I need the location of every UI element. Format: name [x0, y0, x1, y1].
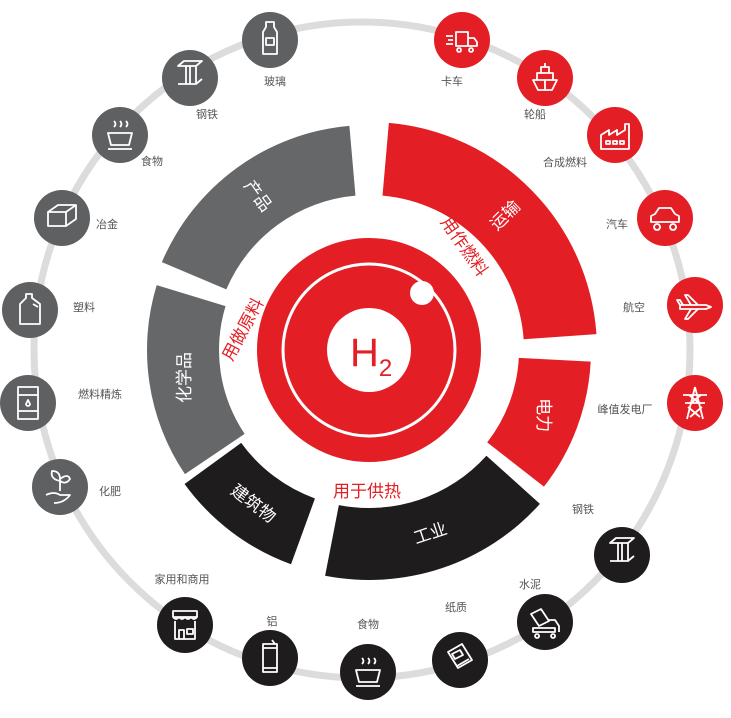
node-label: 冶金 — [96, 217, 118, 231]
segment-products — [161, 125, 356, 290]
plant-hand-icon — [45, 470, 71, 504]
node-cement-mixer: 水泥 — [517, 578, 573, 650]
plastic-jug-icon — [19, 293, 41, 325]
node-can: 铝 — [242, 614, 298, 686]
node-circle — [587, 107, 643, 163]
node-plant-hand: 化肥 — [32, 459, 121, 515]
food-bowl-icon — [355, 657, 381, 687]
node-label: 航空 — [623, 300, 645, 314]
oil-barrel-icon — [17, 386, 39, 420]
store-icon — [172, 610, 198, 640]
brick-icon — [47, 204, 77, 227]
segment-power — [487, 357, 591, 487]
node-label: 轮船 — [524, 107, 546, 121]
node-label: 水泥 — [519, 578, 541, 591]
node-oil-barrel: 燃料精炼 — [0, 375, 122, 431]
node-label: 合成燃料 — [543, 155, 587, 169]
node-plastic-jug: 塑料 — [2, 282, 95, 338]
factory-icon — [600, 123, 630, 150]
node-power-tower: 峰值发电厂 — [598, 375, 723, 431]
segment-industry — [325, 455, 540, 580]
node-label: 汽车 — [606, 217, 628, 231]
segment-chemicals-label: 化学品 — [175, 352, 195, 403]
hydrogen-core: H2 — [257, 238, 481, 462]
node-food-bowl: 食物 — [92, 107, 163, 168]
node-label: 化肥 — [99, 484, 121, 498]
electron-dot — [410, 281, 434, 305]
node-newspaper: 纸质 — [432, 601, 488, 688]
node-circle — [34, 190, 90, 246]
steel-beam-icon — [609, 537, 635, 562]
node-airplane: 航空 — [623, 277, 723, 333]
node-label: 钢铁 — [572, 503, 594, 516]
node-circle — [340, 644, 396, 700]
node-truck: 卡车 — [434, 12, 490, 88]
node-circle — [242, 12, 298, 68]
node-circle — [242, 630, 298, 686]
airplane-icon — [676, 294, 712, 320]
segment-power-label: 电力 — [533, 398, 553, 432]
node-brick: 冶金 — [34, 190, 118, 246]
node-label: 纸质 — [445, 601, 467, 614]
node-circle — [637, 190, 693, 246]
node-label: 塑料 — [73, 300, 95, 314]
node-label: 家用和商用 — [155, 572, 210, 586]
node-label: 铝 — [267, 614, 278, 628]
node-bottle: 玻璃 — [242, 12, 298, 88]
node-circle — [0, 375, 56, 431]
h2-formula: H2 — [350, 331, 392, 382]
node-store: 家用和商用 — [155, 572, 213, 653]
car-icon — [650, 207, 680, 231]
bottle-icon — [262, 21, 278, 55]
food-bowl-icon — [107, 120, 133, 150]
node-label: 燃料精炼 — [78, 387, 122, 401]
node-label: 玻璃 — [264, 74, 286, 88]
node-circle — [517, 50, 573, 106]
node-food-bowl: 食物 — [340, 617, 396, 700]
node-steel-beam: 钢铁 — [162, 50, 218, 121]
segment-transport — [382, 122, 597, 340]
steel-beam-icon — [177, 60, 203, 85]
can-icon — [262, 639, 278, 673]
node-circle — [157, 597, 213, 653]
node-circle — [432, 632, 488, 688]
node-ship: 轮船 — [517, 50, 573, 121]
node-circle — [434, 12, 490, 68]
segment-chemicals — [147, 285, 245, 475]
node-label: 食物 — [141, 154, 163, 168]
node-factory: 合成燃料 — [543, 107, 643, 169]
node-steel-beam: 钢铁 — [572, 503, 650, 583]
node-label: 钢铁 — [196, 108, 218, 121]
newspaper-icon — [447, 643, 473, 669]
node-label: 峰值发电厂 — [598, 402, 653, 416]
node-circle — [92, 107, 148, 163]
cement-mixer-icon — [530, 608, 560, 639]
node-circle — [2, 282, 58, 338]
node-label: 食物 — [357, 617, 379, 631]
segment-buildings — [184, 442, 315, 565]
category-label-heat: 用于供热 — [333, 482, 401, 502]
node-car: 汽车 — [606, 190, 693, 246]
power-tower-icon — [683, 386, 707, 420]
ship-icon — [532, 63, 558, 91]
node-label: 卡车 — [441, 74, 463, 88]
truck-icon — [446, 31, 478, 53]
